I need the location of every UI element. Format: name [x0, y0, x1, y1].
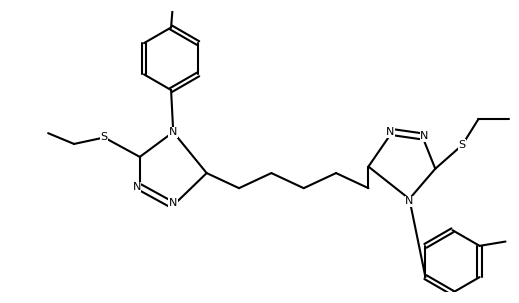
Text: N: N: [386, 127, 394, 137]
Text: S: S: [101, 132, 108, 142]
Text: S: S: [459, 140, 466, 150]
Text: N: N: [132, 182, 141, 192]
Text: N: N: [420, 132, 429, 142]
Text: N: N: [169, 198, 177, 208]
Text: N: N: [405, 196, 414, 206]
Text: N: N: [169, 127, 177, 137]
